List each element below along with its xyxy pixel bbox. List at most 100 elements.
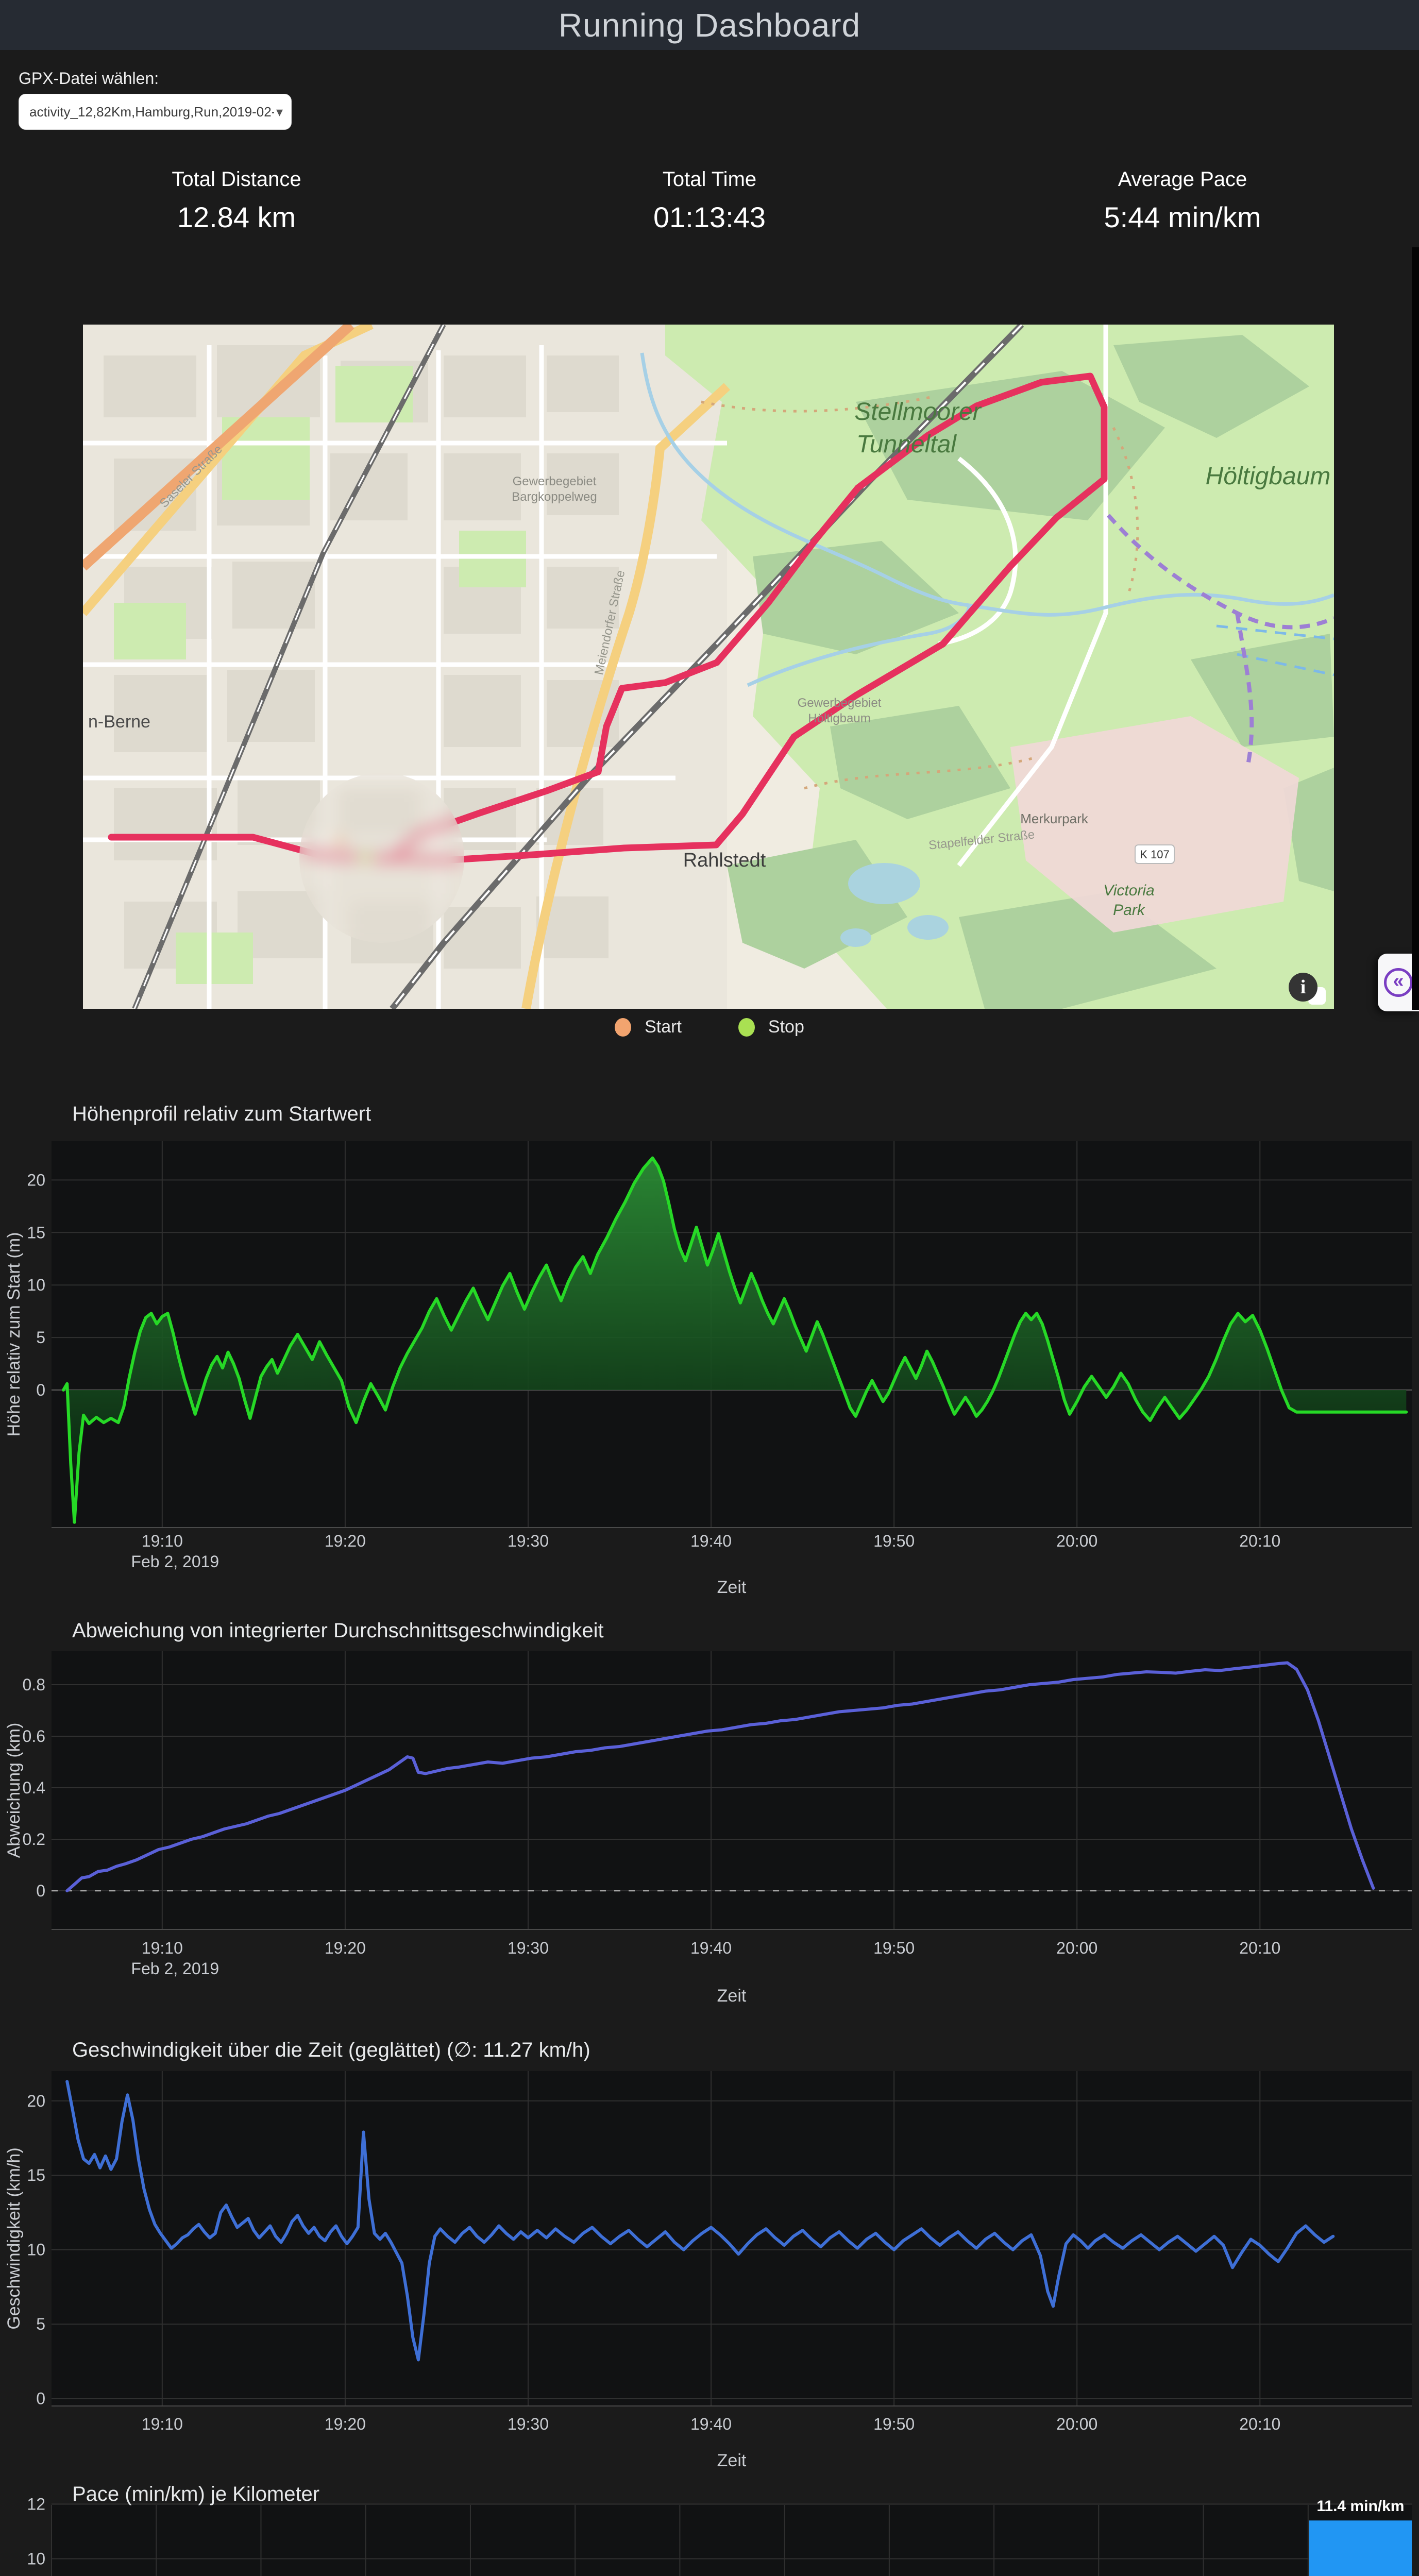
y-tick-label: 20 xyxy=(27,2092,45,2110)
svg-text:Höltigbaum: Höltigbaum xyxy=(1206,463,1331,490)
legend-label: Stop xyxy=(768,1017,804,1037)
stat-total-distance: Total Distance 12.84 km xyxy=(0,168,473,234)
page-title: Running Dashboard xyxy=(558,6,861,44)
x-tick-label: 19:20 xyxy=(325,1939,366,1957)
map-forest-patches xyxy=(727,335,1334,1009)
y-tick-label: 0.4 xyxy=(23,1778,45,1797)
x-tick-label: 19:30 xyxy=(508,1532,549,1550)
svg-text:Bargkoppelweg: Bargkoppelweg xyxy=(512,490,597,504)
stat-label: Total Distance xyxy=(172,168,301,191)
x-tick-label: 19:50 xyxy=(873,1939,915,1957)
deviation-line xyxy=(65,1661,1375,1892)
stop-legend-dot xyxy=(738,1018,755,1037)
map-legend: Start Stop xyxy=(0,1017,1419,1037)
pace-bar[interactable] xyxy=(1309,2520,1412,2576)
svg-text:Tunneltal: Tunneltal xyxy=(856,431,957,458)
map-boundary-trail xyxy=(1106,514,1334,768)
x-tick-label: 19:40 xyxy=(690,2415,732,2433)
map-lakes xyxy=(840,863,949,947)
map-yellow-road xyxy=(521,383,731,1009)
stat-average-pace: Average Pace 5:44 min/km xyxy=(946,168,1419,234)
stat-value: 5:44 min/km xyxy=(1104,201,1261,233)
x-tick-label: 19:50 xyxy=(873,2415,915,2433)
y-tick-label: 5 xyxy=(36,2315,45,2333)
x-tick-label: 19:20 xyxy=(325,1532,366,1550)
chevrons-left-icon: « xyxy=(1384,968,1413,997)
app-header: Running Dashboard xyxy=(0,0,1419,50)
chart-title: Höhenprofil relativ zum Startwert xyxy=(72,1103,371,1125)
x-tick-label: 19:10 xyxy=(142,1532,183,1550)
y-tick-label: 20 xyxy=(27,1171,45,1189)
elevation-line xyxy=(62,1156,1408,1524)
map-orange-road xyxy=(83,325,354,571)
y-tick-label: 0 xyxy=(36,1882,45,1900)
chevron-down-icon: ▾ xyxy=(276,104,283,120)
y-tick-label: 10 xyxy=(27,1276,45,1294)
x-tick-label: 19:30 xyxy=(508,2415,549,2433)
y-tick-label: 0 xyxy=(36,2389,45,2408)
chart-title: Abweichung von integrierter Durchschnitt… xyxy=(72,1619,604,1642)
charts-canvas[interactable]: Höhenprofil relativ zum Startwert 19:10 19… xyxy=(0,1056,1419,2576)
y-axis-title: Abweichung (km) xyxy=(4,1723,24,1858)
start-legend-dot xyxy=(615,1018,632,1037)
y-tick-label: 15 xyxy=(27,1223,45,1242)
svg-text:n-Berne: n-Berne xyxy=(88,712,150,732)
x-tick-label: 20:10 xyxy=(1239,1532,1280,1550)
legend-label: Start xyxy=(645,1017,682,1037)
x-tick-label: 20:10 xyxy=(1239,1939,1280,1957)
x-axis-title: Zeit xyxy=(717,2451,747,2470)
x-tick-label: 19:40 xyxy=(690,1939,732,1957)
x-tick-label: 19:10 xyxy=(142,1939,183,1957)
map-streets xyxy=(83,325,1108,1009)
y-tick-label: 10 xyxy=(27,2550,45,2568)
svg-text:Stellmoorer: Stellmoorer xyxy=(854,398,982,426)
svg-text:Rahlstedt: Rahlstedt xyxy=(683,850,766,871)
gps-route[interactable] xyxy=(108,372,1108,864)
x-tick-label: 20:10 xyxy=(1239,2415,1280,2433)
map-railway xyxy=(132,325,1024,1009)
x-tick-label: 19:10 xyxy=(142,2415,183,2433)
chart-elevation[interactable]: Höhenprofil relativ zum Startwert 19:10 19… xyxy=(4,1103,1412,1597)
chart-deviation[interactable]: Abweichung von integrierter Durchschnitt… xyxy=(4,1619,1412,2006)
map-canvas[interactable]: n-Berne Gewerbegebiet Bargkoppelweg Stellmo… xyxy=(83,325,1334,1009)
info-icon[interactable]: i xyxy=(1289,973,1317,1002)
chart-speed[interactable]: Geschwindigkeit über die Zeit (geglättet… xyxy=(4,2039,1412,2470)
stat-label: Total Time xyxy=(662,168,757,191)
chart-pace[interactable]: 5.0 min/km4.9 min/km5.2 min/km4.9 min/km… xyxy=(4,2483,1412,2576)
privacy-blur-overlay xyxy=(299,773,464,943)
x-tick-label: 20:00 xyxy=(1056,1939,1097,1957)
gpx-select-label: GPX-Datei wählen: xyxy=(19,69,159,88)
stat-label: Average Pace xyxy=(1118,168,1247,191)
gpx-dropdown-value: activity_12,82Km,Hamburg,Run,2019-02- xyxy=(29,104,274,120)
x-tick-label: 19:30 xyxy=(508,1939,549,1957)
map-attribution-button[interactable]: i xyxy=(1289,973,1326,1005)
y-tick-label: 0.2 xyxy=(23,1830,45,1849)
x-tick-label: 20:00 xyxy=(1056,1532,1097,1550)
map-restricted-area xyxy=(1010,716,1299,933)
x-axis-date-label: Feb 2, 2019 xyxy=(131,1552,219,1571)
map-marsh xyxy=(1216,624,1334,676)
legend-item-start[interactable]: Start xyxy=(615,1017,682,1037)
route-map[interactable]: n-Berne Gewerbegebiet Bargkoppelweg Stellmo… xyxy=(83,325,1334,1009)
y-tick-label: 15 xyxy=(27,2166,45,2184)
y-tick-label: 12 xyxy=(27,2495,45,2513)
y-tick-label: 0 xyxy=(36,1381,45,1399)
svg-text:Gewerbegebiet: Gewerbegebiet xyxy=(513,474,597,488)
svg-text:Park: Park xyxy=(1113,902,1146,919)
x-axis-title: Zeit xyxy=(717,1986,747,2006)
chart-title: Geschwindigkeit über die Zeit (geglättet… xyxy=(72,2039,590,2061)
svg-text:K 107: K 107 xyxy=(1140,848,1170,861)
map-footpaths xyxy=(701,395,1139,790)
stat-value: 01:13:43 xyxy=(653,201,766,233)
x-axis-title: Zeit xyxy=(717,1578,747,1597)
scrollbar[interactable] xyxy=(1412,247,1419,1010)
svg-text:Gewerbegebiet: Gewerbegebiet xyxy=(798,696,882,710)
y-tick-label: 0.6 xyxy=(23,1727,45,1745)
y-axis-title: Höhe relativ zum Start (m) xyxy=(4,1232,24,1437)
gpx-file-dropdown[interactable]: activity_12,82Km,Hamburg,Run,2019-02- ▾ xyxy=(19,94,292,130)
bar-value-label: 11.4 min/km xyxy=(1316,2498,1404,2515)
legend-item-stop[interactable]: Stop xyxy=(738,1017,804,1037)
svg-text:Merkurpark: Merkurpark xyxy=(1020,811,1088,826)
y-axis-title: Geschwindigkeit (km/h) xyxy=(4,2147,24,2329)
x-tick-label: 19:50 xyxy=(873,1532,915,1550)
